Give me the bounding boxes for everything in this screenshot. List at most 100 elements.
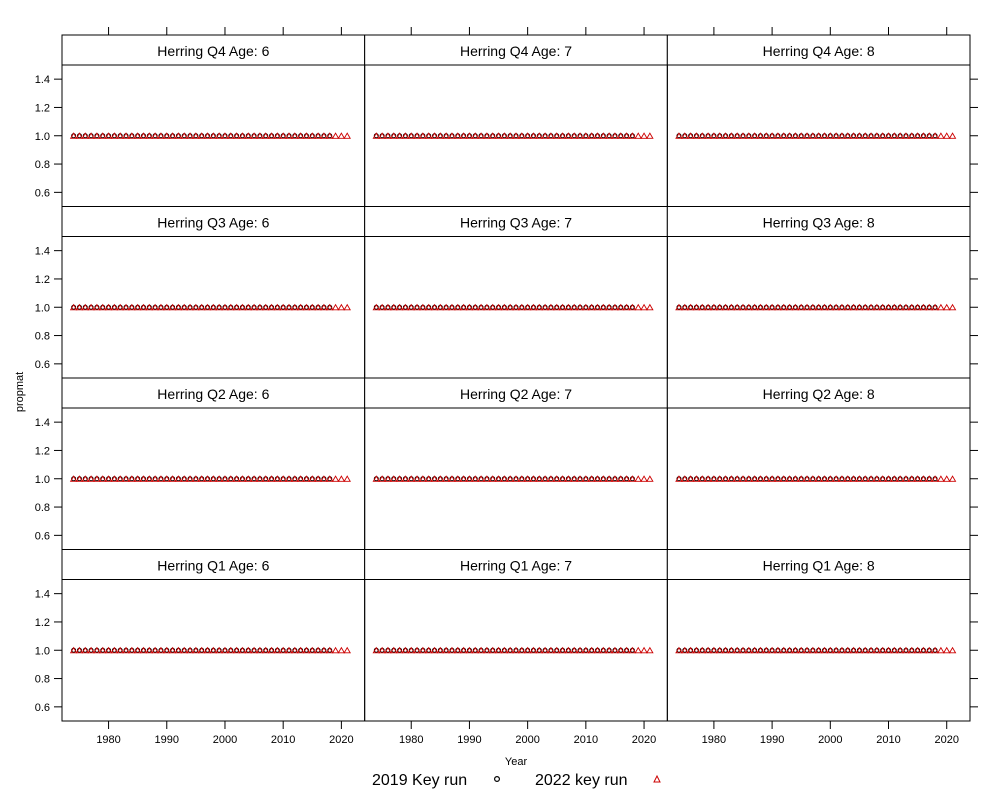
data-point-2022 — [372, 475, 381, 482]
data-point-2022 — [93, 132, 101, 139]
data-point-2022 — [424, 303, 433, 311]
data-point-2022 — [867, 132, 875, 139]
data-point-2022 — [471, 303, 480, 311]
data-point-2022 — [512, 646, 520, 654]
data-point-2022 — [843, 132, 852, 139]
panel-title: Herring Q2 Age: 8 — [763, 386, 875, 402]
data-point-2022 — [378, 132, 386, 139]
data-point-2022 — [832, 475, 840, 482]
data-point-2022 — [389, 646, 398, 654]
data-point-2022 — [325, 303, 334, 311]
data-point-2022 — [203, 646, 212, 654]
data-point-2022 — [785, 646, 794, 654]
data-point-2022 — [221, 132, 229, 139]
data-point-2022 — [430, 475, 439, 482]
data-point-2022 — [873, 303, 881, 311]
data-point-2022 — [413, 132, 421, 139]
data-point-2022 — [465, 475, 474, 482]
data-point-2022 — [291, 303, 299, 311]
data-point-2022 — [913, 303, 922, 311]
data-point-2022 — [477, 132, 485, 139]
data-point-2022 — [494, 303, 503, 311]
data-point-2022 — [727, 303, 736, 311]
data-point-2022 — [861, 132, 870, 139]
panel: Herring Q3 Age: 6 — [61, 206, 366, 379]
strip-box — [666, 377, 971, 409]
data-point-2022 — [296, 475, 305, 482]
data-point-2022 — [69, 646, 78, 654]
data-point-2022 — [564, 303, 573, 311]
data-point-2022 — [227, 132, 235, 139]
data-point-2022 — [681, 132, 689, 139]
data-point-2022 — [174, 646, 183, 654]
y-tick-label: 1.2 — [35, 445, 50, 457]
data-point-2022 — [948, 303, 957, 311]
data-point-2022 — [733, 303, 741, 311]
data-point-2022 — [768, 303, 776, 311]
data-point-2022 — [686, 646, 695, 654]
data-point-2022 — [471, 132, 480, 139]
data-point-2022 — [162, 132, 171, 139]
data-point-2022 — [442, 646, 450, 654]
data-point-2022 — [93, 475, 101, 482]
data-point-2022 — [675, 303, 683, 311]
data-point-2022 — [873, 646, 881, 654]
data-point-2022 — [250, 303, 258, 311]
legend-label-2022: 2022 key run — [535, 772, 628, 789]
data-point-2022 — [715, 475, 724, 482]
data-point-2022 — [541, 475, 549, 482]
data-point-2022 — [500, 646, 509, 654]
data-point-2022 — [919, 646, 928, 654]
data-point-2022 — [646, 475, 654, 482]
data-point-2022 — [838, 475, 846, 482]
data-point-2022 — [104, 646, 113, 654]
data-point-2022 — [884, 475, 893, 482]
data-point-2022 — [122, 303, 130, 311]
data-point-2022 — [704, 475, 712, 482]
panel-title: Herring Q4 Age: 6 — [157, 43, 269, 59]
data-point-2022 — [523, 475, 532, 482]
data-point-2022 — [285, 475, 293, 482]
data-point-2022 — [157, 475, 165, 482]
data-point-2022 — [407, 475, 416, 482]
panel-title: Herring Q4 Age: 7 — [460, 43, 572, 59]
data-point-2022 — [69, 132, 78, 139]
series-group — [675, 475, 957, 482]
data-point-2022 — [535, 475, 544, 482]
data-point-2022 — [925, 475, 934, 482]
x-tick-label: 2020 — [934, 734, 958, 746]
data-point-2022 — [942, 303, 951, 311]
y-tick-label: 1.0 — [35, 645, 50, 657]
panel-title: Herring Q4 Age: 8 — [763, 43, 875, 59]
data-point-2022 — [389, 475, 398, 482]
data-point-2022 — [634, 646, 643, 654]
y-axis-title: propmat — [14, 372, 26, 412]
data-point-2022 — [128, 303, 136, 311]
data-point-2022 — [931, 475, 939, 482]
series-group — [675, 646, 957, 654]
data-point-2022 — [739, 475, 747, 482]
data-point-2022 — [756, 132, 765, 139]
data-point-2022 — [302, 132, 311, 139]
data-point-2022 — [442, 475, 450, 482]
data-point-2022 — [250, 132, 258, 139]
data-point-2022 — [698, 646, 707, 654]
data-point-2022 — [337, 475, 346, 482]
data-point-2022 — [244, 132, 253, 139]
data-point-2022 — [168, 303, 177, 311]
data-point-2022 — [157, 132, 165, 139]
data-point-2022 — [599, 132, 608, 139]
data-point-2022 — [692, 303, 701, 311]
data-point-2022 — [506, 303, 514, 311]
data-point-2022 — [750, 646, 759, 654]
data-point-2022 — [704, 132, 712, 139]
data-point-2022 — [745, 132, 753, 139]
data-point-2022 — [809, 475, 817, 482]
data-point-2022 — [232, 132, 241, 139]
data-point-2022 — [867, 475, 875, 482]
data-point-2022 — [902, 475, 910, 482]
panel-title: Herring Q2 Age: 6 — [157, 386, 269, 402]
data-point-2022 — [896, 475, 904, 482]
data-point-2022 — [587, 132, 596, 139]
data-point-2022 — [797, 475, 805, 482]
